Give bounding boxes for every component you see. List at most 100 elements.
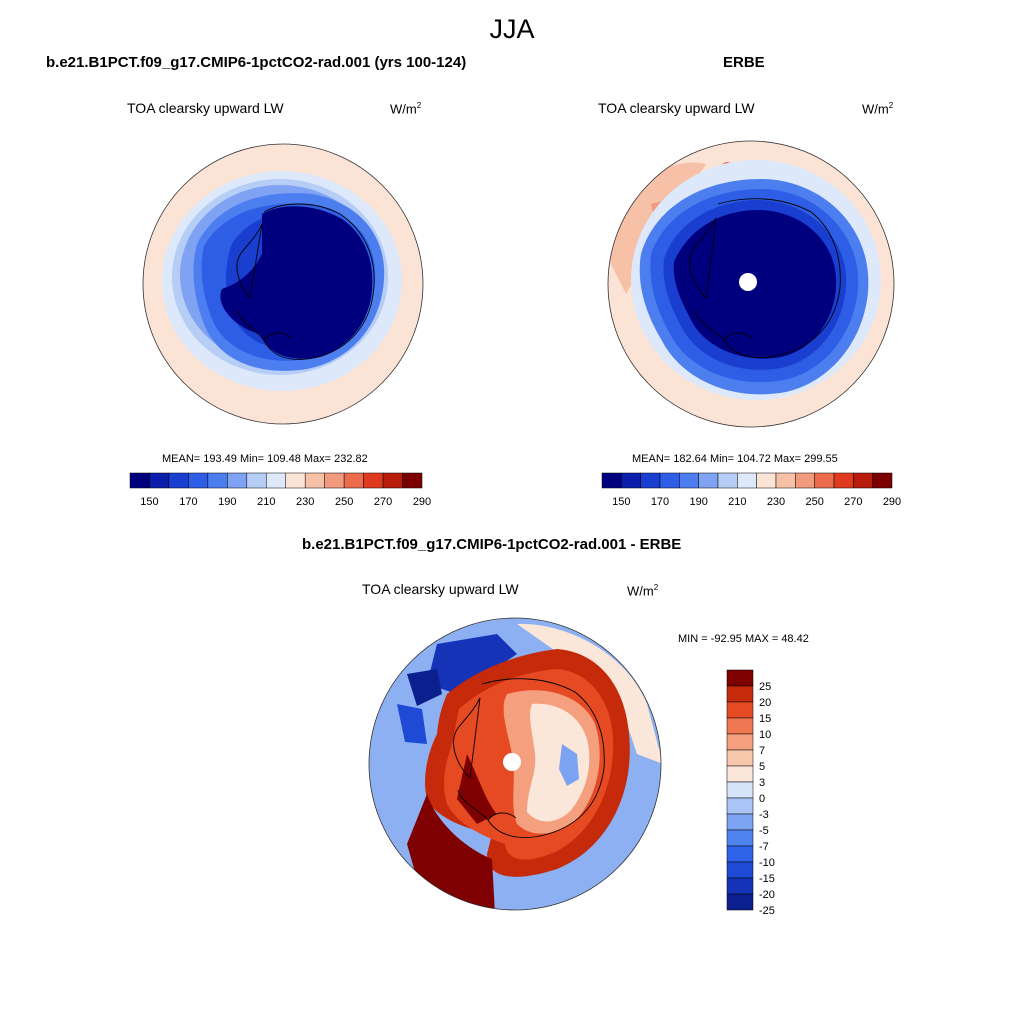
colorbar-tick-label: -7 xyxy=(759,841,769,853)
colorbar-tick-label: 270 xyxy=(844,496,862,508)
bottom-colorbar-labels: 25 20 15 10 7 5 3 0 -3 -5 -7 -10 -15 -20 -25 xyxy=(759,681,775,917)
colorbar-tick-label: 250 xyxy=(805,496,823,508)
colorbar-swatch xyxy=(717,472,738,489)
colorbar-swatch xyxy=(726,685,754,703)
top-left-variable-label: TOA clearsky upward LW xyxy=(127,100,284,116)
colorbar-tick-label: 10 xyxy=(759,729,771,741)
top-left-stats: MEAN= 193.49 Min= 109.48 Max= 232.82 xyxy=(162,453,368,465)
colorbar-tick-label: -20 xyxy=(759,889,775,901)
colorbar-swatch xyxy=(188,472,209,489)
colorbar-swatch xyxy=(601,472,622,489)
pole-missing-data xyxy=(503,753,521,771)
colorbar-tick-label: 7 xyxy=(759,745,765,757)
colorbar-tick-label: 20 xyxy=(759,697,771,709)
colorbar-swatch xyxy=(726,829,754,847)
colorbar-swatch xyxy=(207,472,228,489)
colorbar-swatch xyxy=(726,717,754,735)
season-title: JJA xyxy=(489,14,535,44)
colorbar-tick-label: 5 xyxy=(759,761,765,773)
top-left-panel-title: b.e21.B1PCT.f09_g17.CMIP6-1pctCO2-rad.00… xyxy=(46,54,467,71)
colorbar-swatch xyxy=(775,472,796,489)
colorbar-swatch xyxy=(640,472,661,489)
colorbar-swatch xyxy=(402,472,423,489)
map-cold-patch xyxy=(407,669,442,706)
colorbar-tick-label: -3 xyxy=(759,809,769,821)
top-left-polar-map xyxy=(142,143,424,425)
colorbar-swatch xyxy=(853,472,873,489)
map-cold-patch xyxy=(559,744,579,786)
map-contour-band xyxy=(527,703,590,822)
coastline xyxy=(453,678,605,838)
colorbar-tick-label: 250 xyxy=(335,496,353,508)
colorbar-tick-label: 290 xyxy=(883,496,901,508)
colorbar-swatch xyxy=(304,472,325,489)
colorbar-swatch xyxy=(872,472,893,489)
top-right-colorbar-labels: 150 170 190 210 230 250 270 290 xyxy=(612,496,901,508)
colorbar-swatch xyxy=(814,472,835,489)
colorbar-tick-label: 210 xyxy=(728,496,746,508)
colorbar-tick-label: 190 xyxy=(218,496,236,508)
top-right-units: W/m2 xyxy=(862,101,894,117)
map-boundary xyxy=(142,143,424,425)
colorbar-tick-label: 190 xyxy=(689,496,707,508)
colorbar-swatch xyxy=(149,472,170,489)
colorbar-swatch xyxy=(324,472,345,489)
colorbar-tick-label: -25 xyxy=(759,905,775,917)
colorbar-tick-label: 150 xyxy=(612,496,630,508)
colorbar-swatch xyxy=(726,765,754,783)
colorbar-swatch xyxy=(726,733,754,751)
colorbar-swatch xyxy=(246,472,267,489)
colorbar-swatch xyxy=(679,472,699,489)
bottom-variable-label: TOA clearsky upward LW xyxy=(362,581,519,597)
colorbar-swatch xyxy=(726,749,754,767)
colorbar-swatch xyxy=(726,861,754,879)
top-right-panel-title: ERBE xyxy=(723,54,765,71)
colorbar-swatch xyxy=(266,472,286,489)
coastline xyxy=(689,198,841,358)
colorbar-tick-label: 15 xyxy=(759,713,771,725)
bottom-colorbar xyxy=(726,669,754,911)
colorbar-swatch xyxy=(737,472,757,489)
map-contour-band xyxy=(457,754,497,824)
colorbar-tick-label: 230 xyxy=(767,496,785,508)
colorbar-swatch xyxy=(382,472,403,489)
top-right-variable-label: TOA clearsky upward LW xyxy=(598,100,755,116)
colorbar-swatch xyxy=(363,472,384,489)
colorbar-swatch xyxy=(726,781,754,799)
coastline xyxy=(236,203,375,360)
colorbar-tick-label: 25 xyxy=(759,681,771,693)
colorbar-tick-label: 3 xyxy=(759,777,765,789)
colorbar-swatch xyxy=(285,472,306,489)
bottom-units: W/m2 xyxy=(627,583,659,599)
map-boundary xyxy=(607,140,895,428)
colorbar-swatch xyxy=(756,472,777,489)
colorbar-swatch xyxy=(726,845,754,863)
colorbar-tick-label: 230 xyxy=(296,496,314,508)
colorbar-tick-label: 170 xyxy=(651,496,669,508)
bottom-polar-map xyxy=(368,617,662,911)
colorbar-swatch xyxy=(726,813,754,831)
colorbar-swatch xyxy=(659,472,680,489)
colorbar-tick-label: -10 xyxy=(759,857,775,869)
colorbar-tick-label: 290 xyxy=(413,496,431,508)
map-contour-band xyxy=(220,206,373,359)
colorbar-swatch xyxy=(726,877,754,895)
top-right-stats: MEAN= 182.64 Min= 104.72 Max= 299.55 xyxy=(632,453,838,465)
colorbar-swatch xyxy=(129,472,150,489)
top-left-units: W/m2 xyxy=(390,101,422,117)
top-left-colorbar-labels: 150 170 190 210 230 250 270 290 xyxy=(140,496,431,508)
colorbar-swatch xyxy=(698,472,719,489)
colorbar-swatch xyxy=(726,797,754,815)
top-right-polar-map xyxy=(607,140,895,428)
colorbar-tick-label: 170 xyxy=(179,496,197,508)
bottom-stats: MIN = -92.95 MAX = 48.42 xyxy=(678,633,809,645)
map-cold-patch xyxy=(397,704,427,744)
colorbar-swatch xyxy=(795,472,815,489)
map-warm-patch xyxy=(517,623,661,764)
top-right-colorbar xyxy=(601,472,893,489)
colorbar-swatch xyxy=(168,472,189,489)
colorbar-tick-label: 270 xyxy=(374,496,392,508)
bottom-panel-title: b.e21.B1PCT.f09_g17.CMIP6-1pctCO2-rad.00… xyxy=(302,536,682,553)
colorbar-tick-label: -5 xyxy=(759,825,769,837)
colorbar-tick-label: 150 xyxy=(140,496,158,508)
